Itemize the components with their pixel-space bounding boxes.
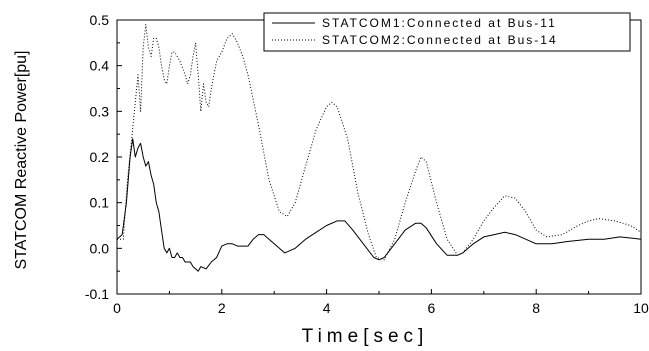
x-tick-label: 6 bbox=[428, 300, 436, 316]
x-axis-title: Time[sec] bbox=[302, 326, 429, 347]
y-tick-label: -0.1 bbox=[85, 286, 109, 302]
series-line-2 bbox=[117, 25, 641, 260]
x-tick-label: 4 bbox=[323, 300, 331, 316]
y-tick-label: 0.1 bbox=[90, 195, 110, 211]
x-tick-label: 2 bbox=[218, 300, 226, 316]
ticks: 0 2 4 6 8 10 -0.1 0.0 0.1 0.2 0.3 0.4 0.5 bbox=[85, 12, 649, 316]
y-tick-label: 0.3 bbox=[90, 103, 110, 119]
y-tick-label: 0.4 bbox=[90, 58, 110, 74]
plot-frame bbox=[117, 20, 641, 294]
legend: STATCOM1:Connected at Bus-11 STATCOM2:Co… bbox=[264, 13, 630, 51]
x-tick-label: 10 bbox=[633, 300, 649, 316]
legend-label-statcom2: STATCOM2:Connected at Bus-14 bbox=[322, 33, 558, 47]
y-tick-label: 0.5 bbox=[90, 12, 110, 28]
x-tick-label: 8 bbox=[532, 300, 540, 316]
x-tick-label: 0 bbox=[113, 300, 121, 316]
series-group bbox=[117, 25, 641, 272]
legend-label-statcom1: STATCOM1:Connected at Bus-11 bbox=[322, 16, 557, 30]
y-tick-label: 0.0 bbox=[90, 240, 110, 256]
y-axis-title: STATCOM Reactive Power[pu] bbox=[13, 50, 30, 269]
series-line-1 bbox=[117, 139, 641, 272]
y-tick-label: 0.2 bbox=[90, 149, 110, 165]
